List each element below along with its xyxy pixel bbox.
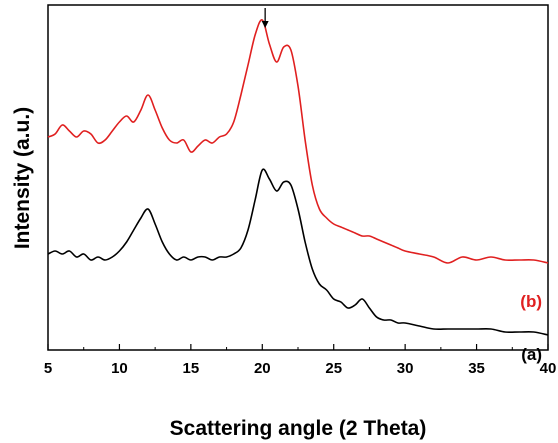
arrow-head [261, 21, 269, 28]
x-axis-title: Scattering angle (2 Theta) [170, 417, 427, 440]
x-tick-label: 25 [325, 360, 342, 377]
plot-frame [47, 4, 549, 351]
series-label-a: (a) [521, 345, 542, 364]
x-tick-label: 10 [111, 360, 128, 377]
series-label-b: (b) [520, 292, 542, 311]
x-tick-label: 15 [183, 360, 200, 377]
tick-group: 5 10 15 20 25 30 35 40 [44, 344, 557, 377]
x-tick-label: 20 [254, 360, 271, 377]
peak-arrow [261, 8, 269, 28]
x-tick-label: 35 [468, 360, 485, 377]
x-tick-label: 5 [44, 360, 52, 377]
y-axis-title: Intensity (a.u.) [11, 107, 34, 249]
series-line-b [47, 19, 549, 264]
series-group [47, 19, 549, 336]
x-tick-label: 30 [397, 360, 414, 377]
x-tick-label: 40 [540, 360, 557, 377]
series-line-a [47, 168, 549, 336]
